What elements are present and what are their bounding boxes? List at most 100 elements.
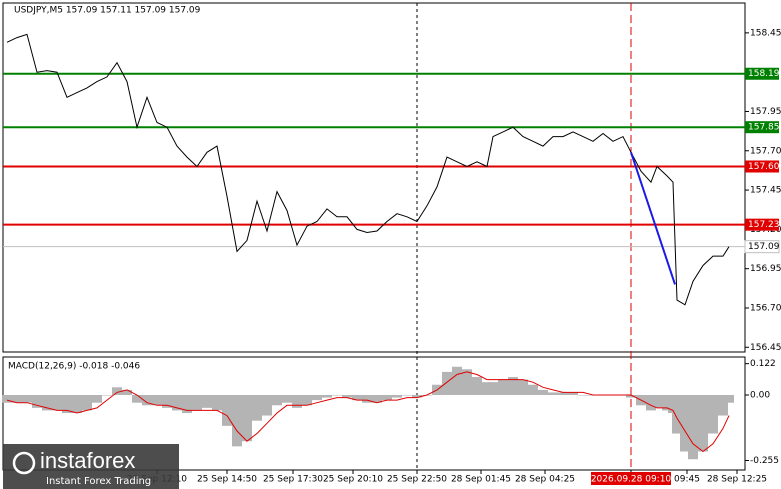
macd-bar: [82, 395, 92, 411]
macd-bar: [312, 395, 322, 401]
price-line: [6, 33, 730, 306]
y-tick-label: 158.45: [750, 28, 781, 38]
logo-tagline: Instant Forex Trading: [46, 476, 151, 487]
macd-bar: [322, 395, 332, 398]
macd-bar: [212, 395, 222, 411]
macd-bar: [72, 395, 82, 413]
macd-bar: [662, 395, 672, 411]
macd-bar: [452, 366, 462, 396]
x-tick-label: 25 Sep 20:10: [323, 475, 383, 485]
macd-bar: [498, 379, 508, 396]
macd-bar: [242, 395, 252, 442]
y-tick-label: -0.255: [750, 456, 779, 466]
level-tag: [745, 160, 779, 173]
macd-bar: [558, 392, 568, 396]
macd-bar: [32, 395, 42, 408]
level-tag: [745, 67, 779, 80]
y-tick-label: 0.122: [750, 359, 776, 369]
x-tick-label: 28 Sep 01:45: [451, 475, 511, 485]
current-price-tag: [744, 240, 780, 254]
macd-bar: [372, 395, 382, 403]
logo-icon: [12, 451, 36, 475]
macd-bar: [362, 395, 372, 403]
macd-bar: [646, 395, 656, 411]
x-tick-label: 28 Sep 04:25: [515, 475, 575, 485]
macd-bar: [152, 395, 162, 406]
macd-bar: [292, 395, 302, 408]
level-label: 158.19: [748, 69, 780, 79]
macd-bar: [568, 392, 578, 396]
x-tick-label: 09:45: [674, 475, 700, 485]
macd-bar: [528, 384, 538, 396]
y-tick-label: 156.45: [750, 343, 781, 353]
level-label: 157.85: [748, 123, 780, 133]
macd-bar: [652, 395, 662, 408]
macd-bar: [302, 395, 312, 406]
macd-bar: [172, 395, 182, 411]
macd-bar: [62, 395, 72, 413]
macd-bar: [112, 387, 122, 396]
macd-bar: [698, 395, 708, 452]
macd-bar: [262, 395, 272, 416]
macd-bar: [442, 371, 452, 396]
macd-bar: [472, 377, 482, 396]
macd-bar: [2, 395, 12, 403]
signal-line: [6, 371, 730, 453]
macd-bar: [282, 395, 292, 403]
macd-bar: [132, 395, 142, 403]
macd-bar: [102, 395, 112, 396]
level-tag: [745, 218, 779, 231]
macd-bar: [402, 395, 412, 396]
x-tick-highlight: [591, 472, 671, 485]
y-tick-label: 0.00: [750, 391, 770, 401]
level-label: 157.23: [748, 220, 780, 230]
macd-bar: [252, 395, 262, 421]
level-label: 157.60: [748, 162, 780, 172]
y-tick-label: 156.95: [750, 264, 781, 274]
macd-bar: [462, 369, 472, 396]
macd-bar: [352, 395, 362, 401]
macd-bar: [382, 395, 392, 401]
macd-bar: [488, 382, 498, 396]
y-tick-label: 157.70: [750, 146, 781, 156]
macd-bar: [272, 395, 282, 406]
macd-bar: [518, 379, 528, 396]
macd-bar: [412, 395, 422, 398]
macd-bar: [332, 395, 342, 396]
macd-bar: [708, 395, 718, 434]
macd-bar: [222, 395, 232, 426]
logo-name: instaforex: [40, 448, 135, 473]
x-tick-label: 25 Sep 22:50: [387, 475, 447, 485]
y-tick-label: 157.95: [750, 107, 781, 117]
y-tick-label: 156.70: [750, 303, 781, 313]
macd-bar: [182, 395, 192, 413]
y-tick-label: 157.45: [750, 186, 781, 196]
macd-bar: [688, 395, 698, 460]
macd-bar: [548, 392, 558, 396]
logo: instaforex Instant Forex Trading: [3, 444, 179, 489]
macd-bar: [52, 395, 62, 411]
macd-bar: [22, 395, 32, 403]
macd-bar: [142, 395, 152, 406]
macd-bar: [626, 395, 636, 398]
macd-bar: [232, 395, 242, 447]
macd-bar: [578, 395, 588, 396]
current-price-label: 157.09: [748, 242, 780, 252]
macd-bar: [392, 395, 402, 398]
macd-bar: [12, 395, 22, 403]
macd-bar: [718, 395, 728, 416]
macd-bar: [672, 395, 682, 434]
level-tag: [745, 121, 779, 134]
macd-panel-frame: [2, 356, 746, 471]
price-panel-frame: [2, 2, 746, 353]
macd-bar: [538, 389, 548, 396]
macd-bar: [192, 395, 202, 411]
x-tick-label: 28 Sep 12:25: [707, 475, 767, 485]
macd-title: MACD(12,26,9) -0.018 -0.046: [8, 362, 140, 372]
macd-bar: [92, 395, 102, 403]
macd-bar: [680, 395, 690, 452]
macd-bar: [724, 395, 734, 403]
x-tick-label: 25 Sep 14:50: [197, 475, 257, 485]
macd-bar: [508, 377, 518, 396]
